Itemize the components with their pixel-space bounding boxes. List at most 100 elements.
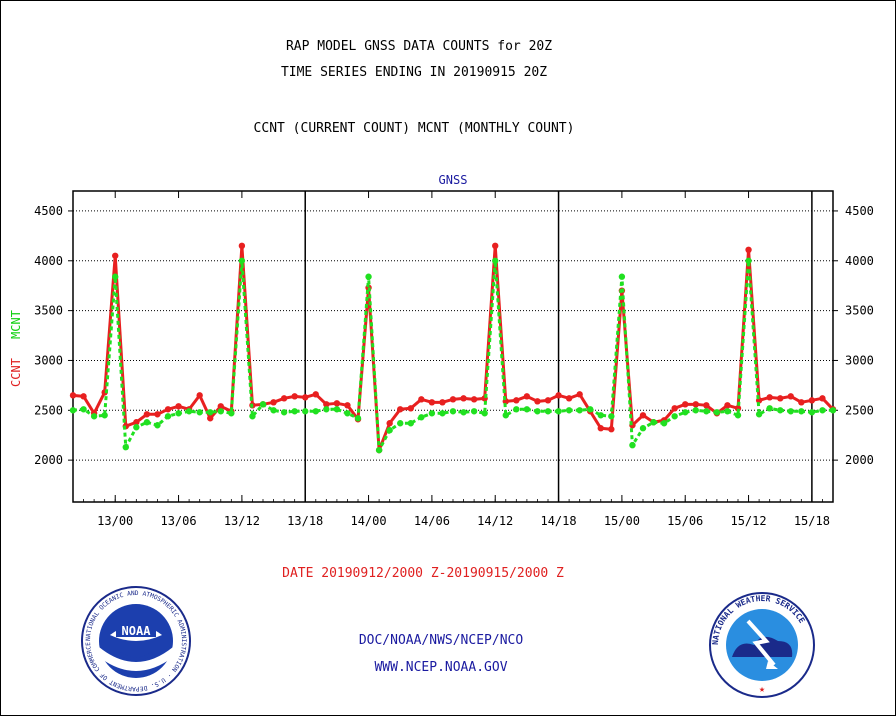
data-point-mcnt — [481, 410, 488, 417]
data-point-mcnt — [259, 401, 267, 408]
data-point-ccnt — [280, 395, 288, 402]
data-point-mcnt — [787, 408, 794, 415]
data-point-ccnt — [196, 392, 203, 399]
data-point-ccnt — [555, 392, 562, 399]
data-point-ccnt — [323, 401, 330, 408]
x-tick-label: 13/06 — [160, 514, 196, 528]
data-point-ccnt — [449, 396, 457, 403]
data-point-ccnt — [259, 401, 267, 408]
data-point-mcnt — [523, 406, 531, 413]
x-tick-label: 14/06 — [414, 514, 450, 528]
data-point-ccnt — [808, 397, 816, 404]
data-point-mcnt — [618, 273, 626, 280]
data-point-mcnt — [185, 408, 193, 415]
data-point-ccnt — [798, 399, 805, 406]
data-point-ccnt — [481, 395, 488, 402]
data-point-mcnt — [112, 273, 119, 280]
data-point-mcnt — [713, 409, 721, 416]
data-point-ccnt — [249, 402, 256, 409]
data-point-mcnt — [418, 414, 425, 421]
x-tick-label: 15/00 — [604, 514, 640, 528]
data-point-mcnt — [629, 441, 636, 449]
data-point-mcnt — [175, 410, 182, 417]
credit-line-url[interactable]: WWW.NCEP.NOAA.GOV — [374, 660, 508, 675]
data-point-ccnt — [587, 408, 594, 415]
y-tick-label-left: 3500 — [34, 304, 63, 318]
data-point-mcnt — [354, 415, 362, 422]
data-point-mcnt — [819, 407, 826, 414]
data-point-ccnt — [90, 410, 98, 417]
y-tick-label-right: 3000 — [845, 353, 874, 367]
x-tick-label: 15/06 — [667, 514, 703, 528]
data-point-mcnt — [323, 406, 330, 413]
data-point-mcnt — [428, 410, 436, 417]
data-point-mcnt — [808, 409, 816, 416]
data-point-ccnt — [270, 399, 277, 406]
data-point-ccnt — [713, 410, 721, 417]
data-point-mcnt — [69, 407, 77, 414]
data-point-mcnt — [101, 412, 108, 419]
data-point-ccnt — [819, 395, 826, 402]
x-tick-label: 14/18 — [540, 514, 576, 528]
data-point-mcnt — [755, 411, 763, 418]
data-point-mcnt — [280, 409, 288, 416]
data-point-mcnt — [397, 420, 404, 427]
x-tick-label: 14/00 — [350, 514, 386, 528]
data-point-ccnt — [397, 406, 404, 413]
data-point-ccnt — [682, 401, 689, 408]
data-point-mcnt — [502, 412, 509, 419]
x-tick-label: 15/12 — [730, 514, 766, 528]
data-point-ccnt — [534, 398, 541, 405]
y-tick-label-left: 3000 — [34, 353, 63, 367]
y-tick-label-left: 4000 — [34, 254, 63, 268]
data-point-mcnt — [682, 409, 689, 416]
data-point-mcnt — [534, 408, 541, 415]
data-point-mcnt — [90, 413, 98, 420]
data-point-mcnt — [565, 407, 573, 414]
data-point-ccnt — [333, 400, 341, 407]
y-tick-label-right: 2000 — [845, 453, 874, 467]
data-point-mcnt — [650, 419, 657, 426]
data-point-ccnt — [829, 406, 837, 413]
data-point-ccnt — [755, 397, 763, 404]
data-point-mcnt — [703, 408, 710, 415]
data-point-ccnt — [207, 415, 214, 422]
data-point-ccnt — [734, 405, 742, 412]
svg-text:★: ★ — [759, 684, 765, 695]
data-point-ccnt — [122, 423, 129, 430]
data-point-mcnt — [597, 412, 604, 419]
data-point-mcnt — [544, 408, 552, 415]
data-point-ccnt — [470, 396, 478, 403]
data-point-ccnt — [513, 397, 520, 404]
data-point-mcnt — [80, 406, 87, 413]
data-point-mcnt — [375, 446, 383, 454]
chart-subtitle: CCNT (CURRENT COUNT) MCNT (MONTHLY COUNT… — [253, 121, 575, 136]
data-point-mcnt — [133, 424, 140, 431]
data-point-ccnt — [143, 411, 151, 418]
y-tick-label-right: 4500 — [845, 204, 874, 218]
data-point-mcnt — [344, 410, 351, 417]
chart-title-line2: TIME SERIES ENDING IN 20190915 20Z — [280, 65, 548, 80]
data-point-ccnt — [428, 399, 436, 406]
x-tick-label: 13/12 — [224, 514, 260, 528]
data-point-mcnt — [692, 407, 699, 414]
data-point-ccnt — [576, 391, 583, 398]
data-point-ccnt — [703, 402, 710, 409]
y-axis-label-mcnt: MCNT — [9, 310, 23, 339]
data-point-mcnt — [639, 425, 647, 432]
data-point-mcnt — [228, 410, 235, 417]
x-tick-label: 15/18 — [794, 514, 830, 528]
data-point-mcnt — [576, 407, 583, 414]
data-point-ccnt — [238, 242, 246, 250]
noaa-logo-text: NOAA — [122, 624, 152, 638]
data-point-mcnt — [302, 408, 309, 415]
data-point-ccnt — [544, 397, 552, 404]
data-point-mcnt — [207, 409, 214, 416]
data-point-ccnt — [80, 393, 87, 400]
data-point-mcnt — [660, 420, 668, 427]
data-point-ccnt — [291, 393, 298, 400]
data-point-mcnt — [449, 408, 457, 415]
data-point-mcnt — [154, 422, 161, 429]
data-point-ccnt — [185, 406, 193, 413]
x-tick-label: 13/00 — [97, 514, 133, 528]
